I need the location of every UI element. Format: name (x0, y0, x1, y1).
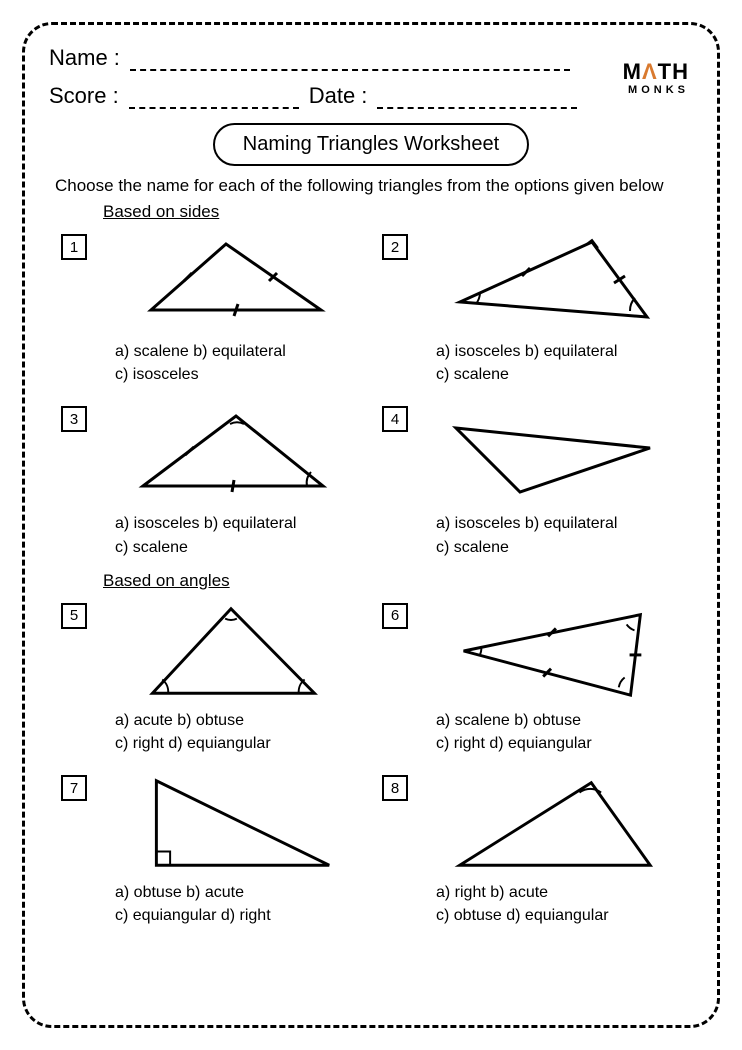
triangle-8 (380, 769, 683, 877)
question-number: 5 (61, 603, 87, 629)
worksheet-frame: MΛTH MONKS Name : Score : Date : Naming … (22, 22, 720, 1028)
triangle-5 (59, 597, 362, 705)
page-title: Naming Triangles Worksheet (213, 123, 529, 166)
question-3: 3 a) isosceles b) equilateral c) scalene (55, 398, 366, 564)
question-8: 8 a) right b) acute c) obtuse d) equiang… (376, 767, 687, 933)
options: a) scalene b) equilateral c) isosceles (59, 340, 362, 386)
triangle-6 (380, 597, 683, 705)
logo: MΛTH MONKS (623, 61, 689, 96)
question-6: 6 a) scalene b) obtuse c) right d) equia… (376, 595, 687, 761)
question-number: 4 (382, 406, 408, 432)
question-number: 2 (382, 234, 408, 260)
logo-th: TH (658, 59, 689, 84)
options: a) acute b) obtuse c) right d) equiangul… (59, 709, 362, 755)
header-score-row: Score : Date : (49, 83, 693, 109)
options: a) scalene b) obtuse c) right d) equiang… (380, 709, 683, 755)
question-7: 7 a) obtuse b) acute c) equiangular d) r… (55, 767, 366, 933)
question-number: 6 (382, 603, 408, 629)
options: a) isosceles b) equilateral c) scalene (380, 512, 683, 558)
section-angles-label: Based on angles (103, 571, 693, 591)
triangle-3 (59, 400, 362, 508)
question-number: 3 (61, 406, 87, 432)
options: a) right b) acute c) obtuse d) equiangul… (380, 881, 683, 927)
score-label: Score : (49, 83, 119, 109)
options: a) isosceles b) equilateral c) scalene (380, 340, 683, 386)
name-label: Name : (49, 45, 120, 71)
options: a) obtuse b) acute c) equiangular d) rig… (59, 881, 362, 927)
instruction-text: Choose the name for each of the followin… (55, 176, 687, 196)
question-number: 8 (382, 775, 408, 801)
question-5: 5 a) acute b) obtuse c) right d) equiang… (55, 595, 366, 761)
logo-sub: MONKS (623, 85, 689, 96)
question-4: 4 a) isosceles b) equilateral c) scalene (376, 398, 687, 564)
logo-a: Λ (642, 59, 658, 84)
triangle-1 (59, 228, 362, 336)
question-2: 2 a) isosceles b) equilateral c) scalene (376, 226, 687, 392)
question-number: 7 (61, 775, 87, 801)
triangle-4 (380, 400, 683, 508)
triangle-2 (380, 228, 683, 336)
question-1: 1 a) scalene b) equilateral c) isosceles (55, 226, 366, 392)
name-blank[interactable] (130, 51, 570, 71)
triangle-7 (59, 769, 362, 877)
logo-m: M (623, 59, 642, 84)
question-number: 1 (61, 234, 87, 260)
question-grid-1: 1 a) scalene b) equilateral c) isosceles… (49, 226, 693, 565)
score-blank[interactable] (129, 89, 299, 109)
header-name-row: Name : (49, 45, 693, 71)
section-sides-label: Based on sides (103, 202, 693, 222)
date-blank[interactable] (377, 89, 577, 109)
date-label: Date : (309, 83, 368, 109)
question-grid-2: 5 a) acute b) obtuse c) right d) equiang… (49, 595, 693, 934)
options: a) isosceles b) equilateral c) scalene (59, 512, 362, 558)
